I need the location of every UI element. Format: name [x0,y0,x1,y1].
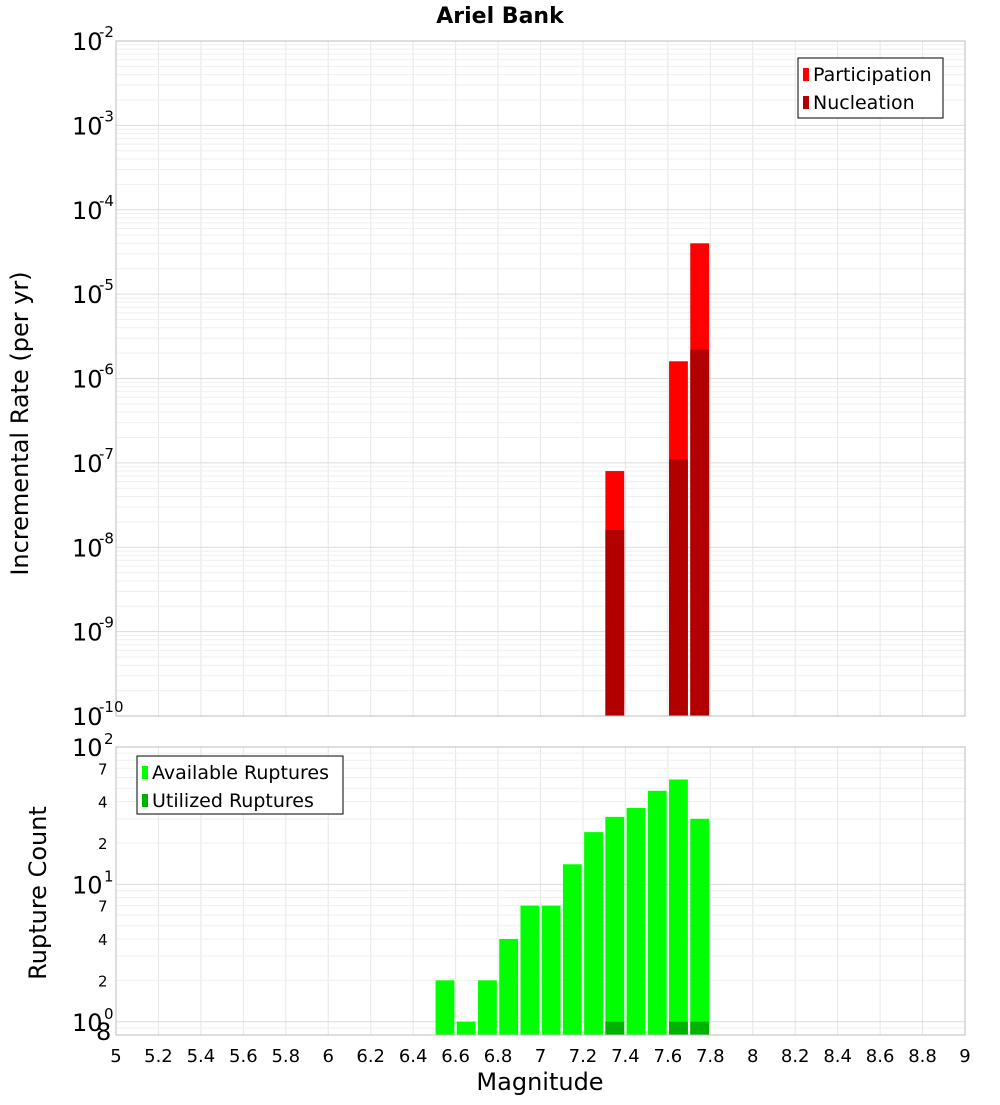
x-tick-label: 7.2 [569,1046,598,1067]
x-tick-label: 9 [959,1046,970,1067]
x-tick-label: 6.6 [441,1046,470,1067]
x-tick-label: 6.4 [399,1046,428,1067]
rate-y-tick-base: 10 [72,619,103,647]
count-legend-label: Utilized Ruptures [152,790,314,812]
rate-y-tick-base: 10 [72,112,103,140]
count-y-tick-minor: 7 [98,898,108,916]
x-tick-label: 7.6 [654,1046,683,1067]
rate-y-tick-exponent: -3 [99,107,114,125]
x-axis-label: Magnitude [476,1068,603,1096]
rate-y-tick-base: 10 [72,366,103,394]
rate-legend-label: Nucleation [813,92,915,114]
x-tick-label: 8.6 [866,1046,895,1067]
count-bar-series1 [478,980,497,1035]
count-bar-series1 [499,939,519,1035]
count-plot-border [115,746,966,1036]
count-legend-swatch [142,766,148,779]
rate-y-tick-base: 10 [72,281,103,309]
rate-y-tick-exponent: -2 [99,23,114,41]
rate-y-tick-exponent: -6 [99,361,114,379]
count-bar-series2 [669,1021,688,1035]
rate-legend-swatch [803,68,809,81]
rate-bar-series2 [605,530,625,716]
rate-plot-border [115,40,966,717]
x-tick-label: 5.8 [271,1046,300,1067]
count-y-tick-minor: 2 [98,972,108,990]
count-y-tick-base: 10 [72,1009,103,1037]
count-bar-series1 [584,832,603,1035]
count-bar-series1 [562,864,582,1035]
x-tick-label: 5.2 [144,1046,173,1067]
x-tick-label: 6.8 [484,1046,513,1067]
rate-y-tick-exponent: -5 [99,276,114,294]
count-bar-series1 [541,905,561,1035]
x-tick-label: 6.2 [356,1046,385,1067]
count-bar-series1 [456,1021,476,1035]
x-tick-label: 8.8 [908,1046,937,1067]
x-tick-label: 8 [747,1046,758,1067]
rate-legend-label: Participation [813,64,932,86]
count-y-tick-minor: 2 [98,835,108,853]
rate-y-tick-base: 10 [72,450,103,478]
rate-y-tick-base: 10 [72,534,103,562]
count-bar-series1 [435,980,455,1035]
count-y-tick-exponent: 2 [104,730,114,748]
count-y-tick-minor: 7 [98,760,108,778]
rate-y-tick-base: 10 [72,197,103,225]
rate-y-tick-exponent: -10 [99,698,124,716]
x-tick-label: 5.4 [187,1046,216,1067]
rate-y-tick-base: 10 [72,28,103,56]
x-tick-label: 5 [110,1046,121,1067]
x-tick-label: 7.4 [611,1046,640,1067]
count-bar-series2 [690,1021,710,1035]
count-y-tick-minor: 4 [98,931,108,949]
count-y-tick-base: 10 [72,871,103,899]
count-bar-series1 [669,779,688,1035]
rate-y-tick-exponent: -8 [99,529,114,547]
x-tick-label: 7 [535,1046,546,1067]
rate-bar-series2 [669,459,688,716]
rate-legend-swatch [803,96,809,109]
rate-y-axis-label: Incremental Rate (per yr) [6,271,34,575]
rate-y-tick-base: 10 [72,703,103,731]
x-tick-label: 8.2 [781,1046,810,1067]
count-legend-swatch [142,794,148,807]
count-bar-series1 [647,790,667,1035]
count-bar-series1 [520,905,540,1035]
count-legend-label: Available Ruptures [152,762,329,784]
x-tick-label: 5.6 [229,1046,258,1067]
count-y-tick-exponent: 0 [104,1005,114,1023]
count-bar-series2 [605,1021,625,1035]
x-tick-label: 8.4 [823,1046,852,1067]
count-bar-series1 [605,816,625,1035]
chart-title: Ariel Bank [436,4,565,29]
rate-bar-series2 [690,349,710,716]
count-y-tick-base: 10 [72,734,103,762]
rate-y-tick-exponent: -7 [99,445,114,463]
count-y-tick-minor: 8 [96,1018,111,1046]
count-y-tick-exponent: 1 [104,867,114,885]
count-y-tick-minor: 4 [98,794,108,812]
rate-y-tick-exponent: -4 [99,192,114,210]
count-y-axis-label: Rupture Count [24,806,52,980]
count-bar-series1 [626,807,646,1035]
count-legend-box [136,755,344,815]
x-tick-label: 7.8 [696,1046,725,1067]
rate-y-tick-exponent: -9 [99,614,114,632]
rate-legend-box [797,57,944,119]
count-bar-series1 [690,818,710,1035]
x-tick-label: 6 [323,1046,334,1067]
